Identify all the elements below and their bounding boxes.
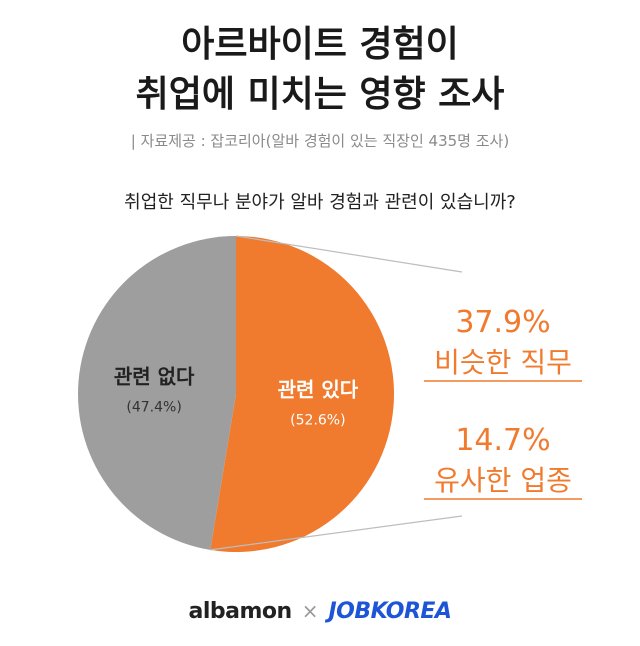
- jobkorea-logo: JOBKOREA: [328, 598, 452, 624]
- breakdown-label-1: 유사한 업종: [434, 464, 572, 497]
- survey-question: 취업한 직무나 분야가 알바 경험과 관련이 있습니까?: [124, 192, 516, 213]
- footer-logos: albamon × JOBKOREA: [0, 594, 640, 628]
- albamon-logo: albamon: [188, 598, 293, 624]
- slice-label-0: 관련 없다: [114, 364, 195, 388]
- breakdown-value-0: 37.9%: [455, 305, 550, 340]
- title-line-2: 취업에 미치는 영향 조사: [135, 74, 505, 115]
- slice-label-1: 관련 있다: [278, 378, 359, 402]
- slice-value-1: (52.6%): [290, 413, 345, 429]
- title-line-1: 아르바이트 경험이: [181, 24, 459, 65]
- callout-line-bottom: [210, 515, 463, 551]
- separator-x: ×: [301, 599, 319, 623]
- pie-slice-0: [78, 236, 236, 550]
- slice-value-0: (47.4%): [126, 399, 181, 415]
- callout-line-top: [235, 235, 463, 273]
- source-note: | 자료제공 : 잡코리아(알바 경험이 있는 직장인 435명 조사): [130, 132, 510, 150]
- breakdown-label-0: 비슷한 직무: [434, 346, 572, 379]
- breakdown-value-1: 14.7%: [455, 423, 550, 458]
- pie-slice-1: [210, 235, 395, 552]
